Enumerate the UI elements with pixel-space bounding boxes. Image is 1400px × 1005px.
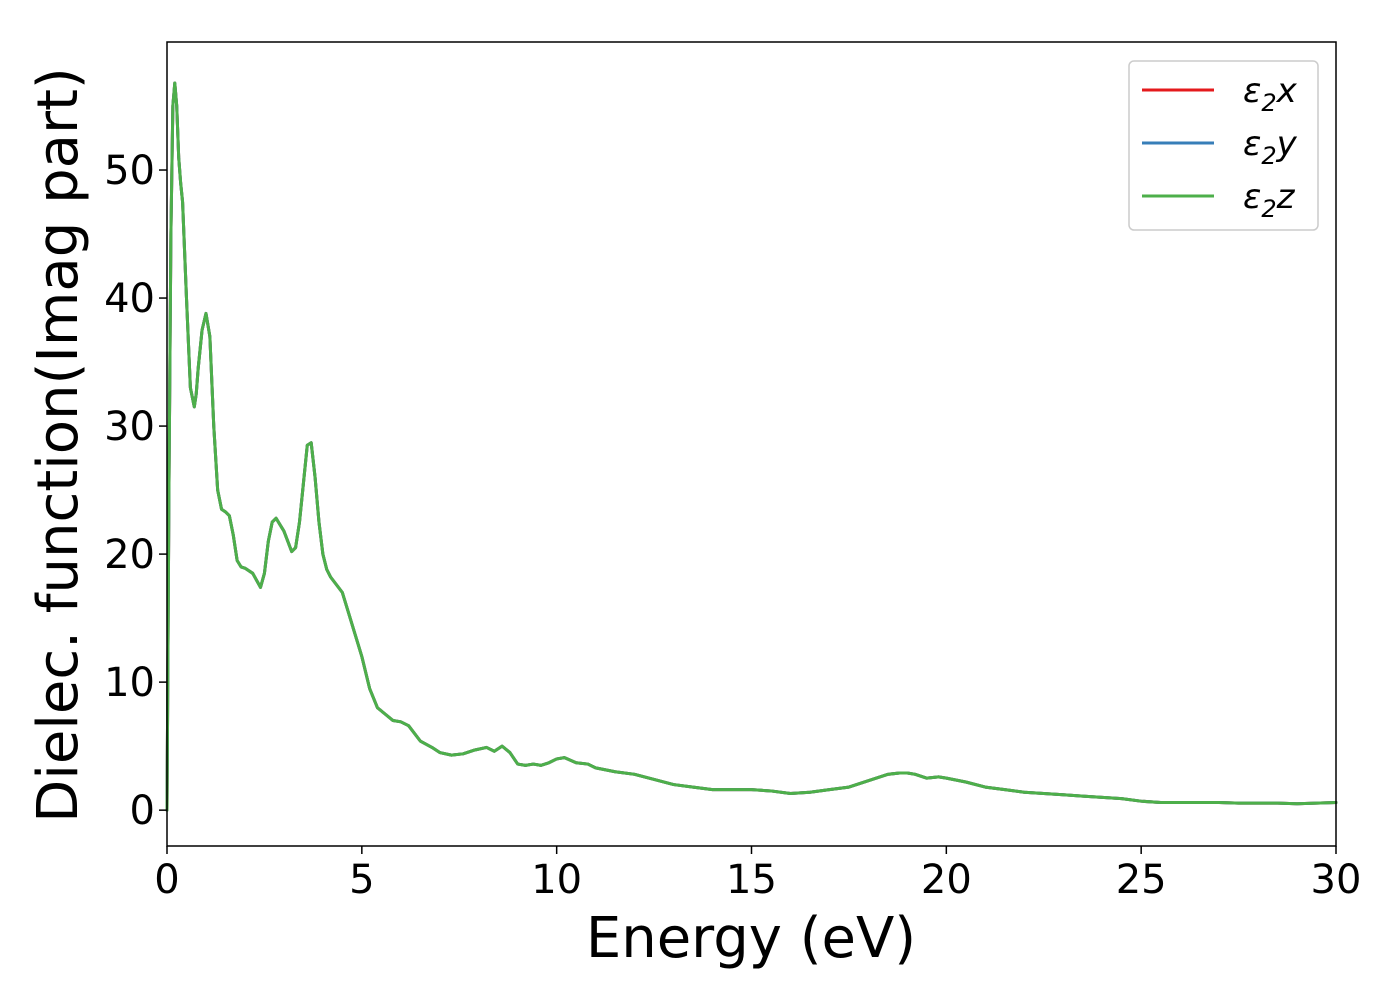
legend: ε2x ε2y ε2z	[1128, 60, 1319, 231]
y-tick-label: 50	[104, 148, 155, 194]
y-tick-label: 30	[104, 404, 155, 450]
y-tick-label: 40	[104, 276, 155, 322]
y-axis-ticks: 0 10 20 30 40 50	[104, 148, 167, 834]
x-axis-ticks: 0 5 10 15 20 25 30	[154, 846, 1361, 903]
series-line-3	[165, 81, 1338, 812]
x-tick-label: 10	[531, 857, 582, 903]
legend-label-3: ε2z	[1243, 177, 1296, 223]
x-axis-title: Energy (eV)	[586, 906, 916, 971]
legend-box	[1128, 60, 1319, 231]
x-tick-label: 15	[726, 857, 777, 903]
legend-label-1: ε2x	[1243, 71, 1298, 117]
x-tick-label: 30	[1311, 857, 1362, 903]
x-tick-label: 20	[921, 857, 972, 903]
x-tick-label: 0	[154, 857, 179, 903]
y-tick-label: 20	[104, 532, 155, 578]
y-tick-label: 0	[130, 788, 155, 834]
x-tick-label: 25	[1116, 857, 1167, 903]
y-tick-label: 10	[104, 660, 155, 706]
x-tick-label: 5	[349, 857, 374, 903]
y-axis-title: Dielec. function(Imag part)	[26, 67, 91, 823]
series-layer	[165, 81, 1338, 812]
legend-label-2: ε2y	[1243, 124, 1298, 170]
